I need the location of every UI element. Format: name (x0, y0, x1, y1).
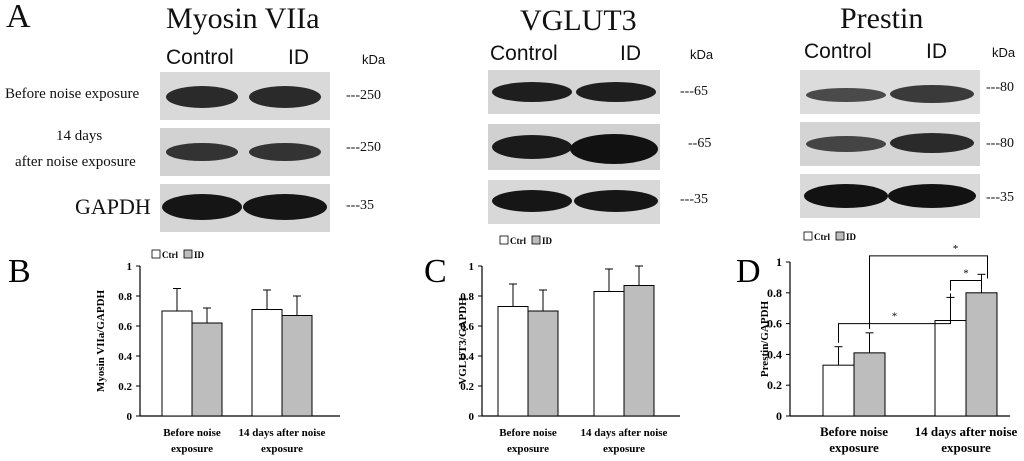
category-label: 14 days after noise (239, 427, 326, 439)
western-blot-vglut3 (488, 70, 660, 224)
category-label: exposure (507, 443, 549, 455)
blot-col-id: ID (620, 42, 641, 65)
bar-chart-d: D 0 0.2 0.4 0.6 0.8 1 Prestin/GAPDH Ctrl ID Before… (736, 231, 1018, 455)
y-tick-label: 0.2 (118, 381, 132, 393)
y-tick-label: 0.8 (767, 286, 782, 300)
mw-marker: ---80 (986, 80, 1014, 95)
y-tick-label: 1 (469, 261, 475, 273)
y-tick-label: 0.2 (767, 378, 782, 392)
y-tick-label: 0.4 (118, 351, 132, 363)
legend-label: ID (194, 250, 205, 260)
western-blot-prestin (800, 70, 980, 218)
y-tick-label: 1 (127, 261, 133, 273)
category-label: 14 days after noise (915, 424, 1018, 439)
category-label: exposure (603, 443, 645, 455)
mw-marker: ---35 (680, 192, 708, 207)
y-tick-label: 0.4 (460, 351, 474, 363)
row-label-gapdh: GAPDH (75, 194, 151, 219)
mw-marker: ---65 (680, 84, 708, 99)
bar-charts: B 0 0.2 0.4 0.6 0.8 1 Myosin VIIa/GAPDH Ctrl ID Be… (8, 231, 1018, 455)
bar (822, 364, 855, 417)
bar (965, 292, 998, 417)
bar (191, 322, 223, 417)
kda-label: kDa (992, 45, 1016, 60)
mw-marker: ---35 (346, 198, 374, 213)
legend-label: Ctrl (162, 250, 178, 260)
blot-title-myosin: Myosin VIIa (166, 2, 320, 35)
blot-col-control: Control (490, 42, 558, 65)
significance-star: * (963, 267, 969, 279)
significance-bracket (950, 279, 982, 291)
y-tick-label: 0.6 (460, 321, 474, 333)
panel-letter: C (424, 253, 447, 290)
western-blot-myosin (160, 72, 330, 232)
y-tick-label: 0.4 (767, 347, 782, 361)
y-tick-label: 1 (776, 255, 782, 269)
y-axis-label: Prestin/GAPDH (759, 300, 771, 377)
legend-swatch (835, 231, 845, 241)
row-label-before: Before noise exposure (5, 86, 140, 102)
blot-title-prestin: Prestin (840, 2, 924, 35)
y-tick-label: 0.8 (118, 291, 132, 303)
legend-swatch (151, 249, 161, 259)
blot-col-id: ID (288, 46, 309, 69)
y-tick-label: 0 (127, 411, 133, 423)
bar-chart-b: B 0 0.2 0.4 0.6 0.8 1 Myosin VIIa/GAPDH Ctrl ID Be… (8, 249, 340, 455)
category-label: exposure (829, 440, 879, 455)
legend-swatch (531, 235, 541, 245)
bar (623, 285, 655, 417)
bar (281, 315, 313, 417)
bar (593, 291, 625, 417)
panel-letter: D (736, 253, 761, 290)
y-tick-label: 0.6 (118, 321, 132, 333)
mw-marker: ---250 (346, 88, 381, 103)
y-tick-label: 0 (469, 411, 475, 423)
legend-label: ID (846, 232, 857, 242)
category-label: exposure (261, 443, 303, 455)
y-axis-label: Myosin VIIa/GAPDH (95, 289, 107, 392)
legend-label: Ctrl (814, 232, 830, 242)
legend-swatch (183, 249, 193, 259)
bar (161, 310, 193, 417)
bar (934, 320, 967, 417)
y-tick-label: 0.2 (460, 381, 474, 393)
kda-label: kDa (362, 52, 386, 67)
bar (497, 306, 529, 417)
y-tick-label: 0.8 (460, 291, 474, 303)
row-label-after-1: 14 days (56, 128, 103, 144)
blot-col-id: ID (926, 40, 947, 63)
significance-bracket (838, 293, 951, 343)
y-axis-label: VGLUT3/GAPDH (457, 297, 469, 385)
legend-swatch (499, 235, 509, 245)
category-label: 14 days after noise (581, 427, 668, 439)
significance-star: * (953, 243, 959, 255)
panel-letter: B (8, 253, 31, 290)
legend-label: ID (542, 236, 553, 246)
blot-title-vglut3: VGLUT3 (520, 4, 637, 37)
category-label: exposure (941, 440, 991, 455)
row-label-after-2: after noise exposure (15, 154, 136, 170)
category-label: Before noise (820, 424, 888, 439)
blot-col-control: Control (804, 40, 872, 63)
mw-marker: ---80 (986, 136, 1014, 151)
category-label: exposure (171, 443, 213, 455)
y-tick-label: 0 (776, 409, 782, 423)
significance-bracket (869, 255, 988, 329)
blot-col-control: Control (166, 46, 234, 69)
category-label: Before noise (499, 427, 557, 439)
bar (251, 309, 283, 417)
bar-chart-c: C 0 0.2 0.4 0.6 0.8 1 VGLUT3/GAPDH Ctrl ID Before … (424, 235, 680, 455)
category-label: Before noise (163, 427, 221, 439)
legend-swatch (803, 231, 813, 241)
mw-marker: ---250 (346, 140, 381, 155)
y-tick-label: 0.6 (767, 317, 782, 331)
bar (527, 310, 559, 417)
panel-letter-a: A (6, 0, 31, 35)
kda-label: kDa (690, 47, 714, 62)
mw-marker: ---35 (986, 190, 1014, 205)
mw-marker: --65 (688, 136, 712, 151)
bar (853, 352, 886, 417)
significance-star: * (892, 311, 898, 323)
legend-label: Ctrl (510, 236, 526, 246)
